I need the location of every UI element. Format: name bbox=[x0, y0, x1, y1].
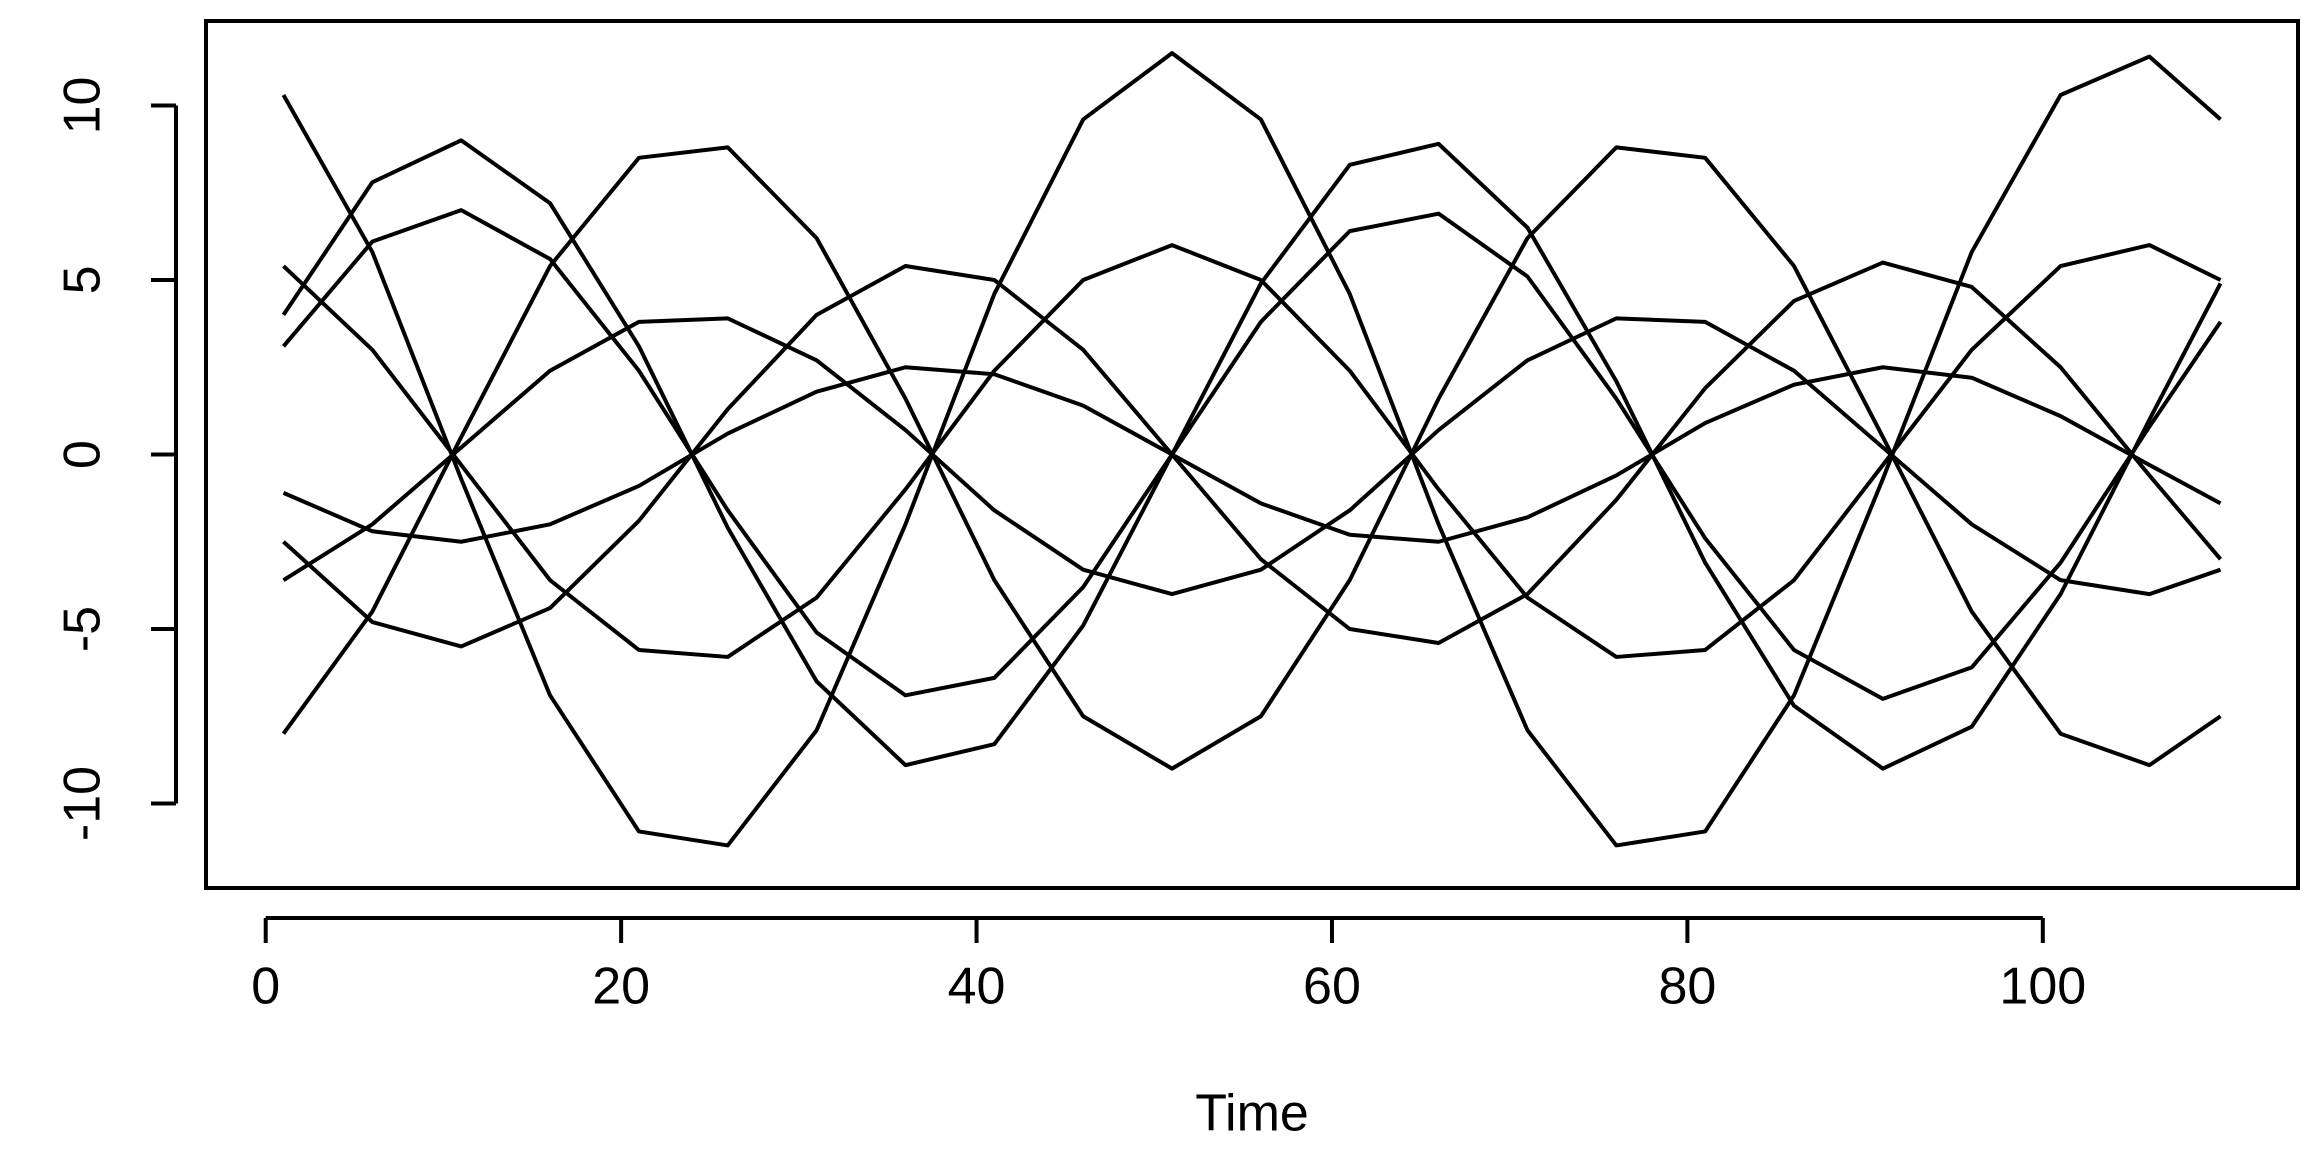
series-line bbox=[281, 145, 2222, 771]
x-tick-label: 60 bbox=[1303, 958, 1361, 1016]
y-tick-label: 5 bbox=[54, 266, 112, 295]
series-line bbox=[282, 260, 2223, 649]
x-tick-label: 80 bbox=[1658, 958, 1716, 1016]
series-line bbox=[281, 208, 2223, 701]
y-tick-label: -10 bbox=[54, 766, 112, 841]
series-line bbox=[282, 316, 2222, 597]
series-line bbox=[281, 138, 2223, 771]
x-tick-label: 20 bbox=[592, 958, 650, 1016]
plot-frame bbox=[204, 19, 2300, 890]
x-tick-label: 0 bbox=[251, 958, 280, 1016]
series-line bbox=[282, 243, 2222, 659]
x-tick-label: 40 bbox=[948, 958, 1006, 1016]
y-tick-label: -5 bbox=[54, 606, 112, 652]
series-line bbox=[281, 51, 2222, 848]
y-tick-label: 0 bbox=[54, 440, 112, 469]
y-tick-label: 10 bbox=[54, 77, 112, 135]
x-tick-label: 100 bbox=[1999, 958, 2086, 1016]
x-axis-label: Time bbox=[1195, 1085, 1309, 1143]
series-line bbox=[282, 365, 2222, 544]
